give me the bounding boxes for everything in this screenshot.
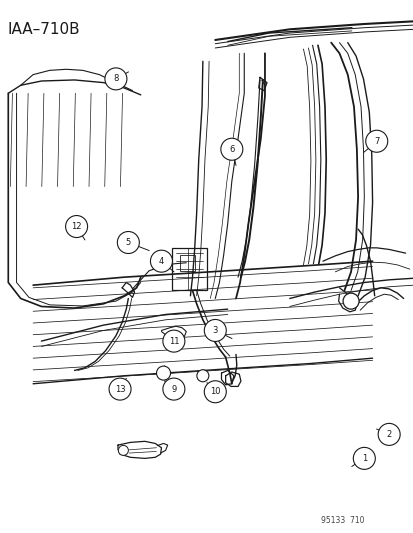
Circle shape [162, 330, 185, 352]
Circle shape [118, 446, 128, 455]
Bar [171, 248, 206, 290]
Circle shape [156, 366, 170, 380]
Circle shape [220, 138, 242, 160]
Circle shape [117, 231, 139, 254]
Text: 95133  710: 95133 710 [320, 516, 363, 525]
Circle shape [150, 250, 172, 272]
Text: 1: 1 [361, 454, 366, 463]
Text: 8: 8 [113, 75, 118, 83]
Circle shape [342, 293, 358, 309]
Circle shape [204, 381, 226, 403]
Circle shape [365, 130, 387, 152]
Circle shape [65, 215, 88, 238]
Text: IAA–710B: IAA–710B [8, 22, 81, 37]
Text: 3: 3 [212, 326, 217, 335]
Text: 12: 12 [71, 222, 82, 231]
Circle shape [104, 68, 127, 90]
Text: 4: 4 [159, 257, 164, 265]
Circle shape [162, 378, 185, 400]
Text: 10: 10 [209, 387, 220, 396]
Text: 9: 9 [171, 385, 176, 393]
Circle shape [197, 370, 208, 382]
Text: 7: 7 [373, 137, 378, 146]
Text: 6: 6 [229, 145, 234, 154]
Text: 2: 2 [386, 430, 391, 439]
Bar [180, 255, 194, 271]
Text: 5: 5 [126, 238, 131, 247]
Circle shape [352, 447, 375, 470]
Circle shape [204, 319, 226, 342]
Text: 13: 13 [114, 385, 125, 393]
Circle shape [109, 378, 131, 400]
Circle shape [377, 423, 399, 446]
Text: 11: 11 [168, 337, 179, 345]
